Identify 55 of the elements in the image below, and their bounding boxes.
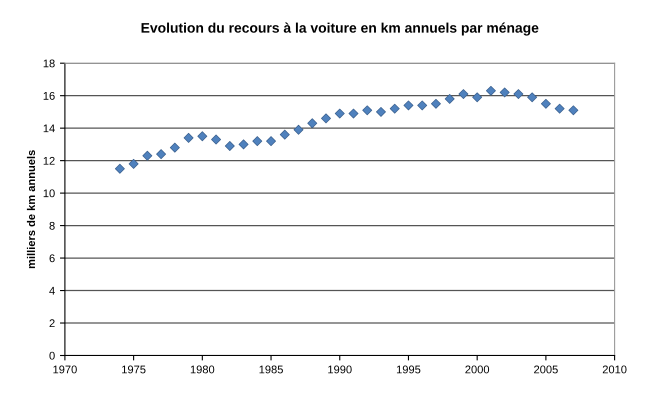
y-tick-label: 4 (49, 286, 55, 295)
y-tick-label: 12 (44, 156, 55, 165)
point (500, 87, 510, 98)
x-tick-label: 2005 (534, 366, 558, 374)
y-tick-label: 6 (50, 254, 55, 262)
point (376, 106, 386, 117)
y-tick-label: 10 (44, 189, 55, 198)
point (444, 94, 455, 104)
y-tick-label: 14 (44, 124, 55, 132)
point (554, 104, 565, 114)
point (334, 108, 345, 118)
point (540, 98, 551, 109)
point (568, 105, 578, 116)
x-tick-label: 1995 (396, 366, 420, 374)
point (458, 89, 468, 100)
y-tick-label: 18 (44, 59, 55, 68)
x-tick-label: 2000 (465, 366, 490, 374)
x-tick-label: 1975 (122, 366, 146, 374)
x-tick-label: 2010 (602, 366, 627, 374)
x-tick-label: 1985 (260, 366, 283, 374)
point (404, 100, 414, 110)
x-tick-label: 1970 (53, 366, 77, 374)
point (486, 86, 496, 96)
y-axis-title: milliers de km annuels (26, 150, 36, 268)
point (294, 124, 304, 135)
point (472, 92, 482, 102)
point (128, 158, 139, 169)
point (417, 100, 428, 110)
point (238, 139, 249, 150)
point (527, 92, 538, 102)
point (252, 136, 262, 146)
point (513, 89, 524, 100)
point (224, 141, 235, 151)
y-tick-label: 8 (49, 222, 55, 230)
point (321, 113, 331, 124)
point (280, 130, 290, 140)
y-tick-label: 2 (50, 319, 55, 328)
point (142, 150, 152, 161)
y-tick-label: 0 (49, 352, 55, 360)
point (211, 134, 222, 144)
y-tick-label: 16 (44, 92, 55, 100)
point (390, 104, 400, 114)
point (114, 164, 125, 174)
point (266, 136, 276, 146)
point (362, 105, 372, 116)
point (197, 131, 208, 142)
point (348, 108, 358, 118)
x-tick-label: 1980 (190, 366, 214, 374)
point (307, 118, 318, 128)
point (184, 132, 194, 143)
chart-title: Evolution du recours à la voiture en km annuels par ménage (142, 22, 538, 36)
point (156, 149, 166, 160)
point (430, 98, 441, 109)
x-tick-label: 1990 (328, 366, 352, 374)
point (170, 142, 180, 153)
